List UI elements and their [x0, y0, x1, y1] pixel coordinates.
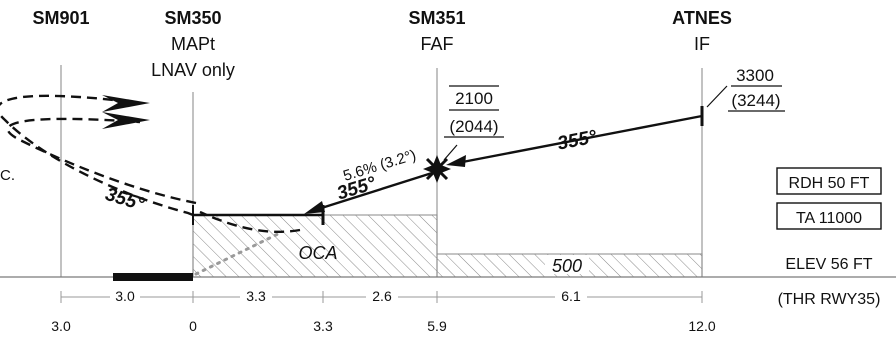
missed-approach-dashed-path-outer — [6, 117, 197, 205]
fix-sm351-id: SM351 — [408, 8, 465, 28]
rdh-text: RDH 50 FT — [789, 175, 870, 192]
cumulative-distance-5: 12.0 — [688, 318, 715, 334]
fix-sm901-id: SM901 — [32, 8, 89, 28]
intermediate-path — [451, 114, 703, 166]
fix-sm350-role: MAPt — [171, 34, 215, 54]
segment-distance-2: 3.3 — [246, 288, 266, 304]
segment-distance-4: 6.1 — [561, 288, 581, 304]
visual-descent-dotted-line — [194, 230, 284, 276]
missed-approach-arrowhead-lower — [102, 112, 150, 129]
missed-approach-arrowhead-upper — [102, 95, 150, 112]
faf-star-symbol — [423, 155, 451, 183]
fix-atnes-role: IF — [694, 34, 710, 54]
rdh-box — [776, 167, 882, 195]
threshold-label: (THR RWY35) — [778, 291, 881, 308]
missed-approach-dashed-path-inner — [199, 210, 301, 233]
fix-sm351-role: FAF — [420, 34, 453, 54]
oca-label: OCA — [298, 243, 337, 263]
glidepath-label: 5.6% (3.2°) — [341, 147, 418, 185]
cumulative-distance-4: 5.9 — [427, 318, 447, 334]
segment-distance-1: 3.0 — [115, 288, 135, 304]
segment-distance-3: 2.6 — [372, 288, 392, 304]
ta-box — [776, 202, 882, 230]
atnes-altitude: 3300 — [736, 66, 774, 85]
minimum-altitude-label: 500 — [552, 256, 582, 276]
faf-altitude: 2100 — [455, 89, 493, 108]
ta-text: TA 11000 — [796, 210, 862, 227]
intermediate-arrowhead — [446, 155, 466, 167]
cumulative-distance-3: 3.3 — [313, 318, 333, 334]
final-descent-path — [311, 171, 433, 213]
faf-height: (2044) — [449, 117, 498, 136]
fix-atnes-id: ATNES — [672, 8, 732, 28]
atnes-height: (3244) — [731, 91, 780, 110]
intermediate-course-label: 355° — [556, 126, 599, 154]
runway-bar — [113, 273, 193, 281]
cumulative-distance-1: 3.0 — [51, 318, 71, 334]
final-descent-arrowhead — [304, 201, 325, 214]
cumulative-distance-2: 0 — [189, 318, 197, 334]
elevation-label: ELEV 56 FT — [785, 256, 872, 273]
faf-altitude-leader — [443, 144, 458, 161]
missed-approach-dashed-path — [0, 94, 194, 217]
fix-sm350-note: LNAV only — [151, 60, 235, 80]
truncated-note: C. — [0, 167, 15, 184]
atnes-altitude-leader — [706, 85, 728, 108]
fix-sm350-id: SM350 — [164, 8, 221, 28]
